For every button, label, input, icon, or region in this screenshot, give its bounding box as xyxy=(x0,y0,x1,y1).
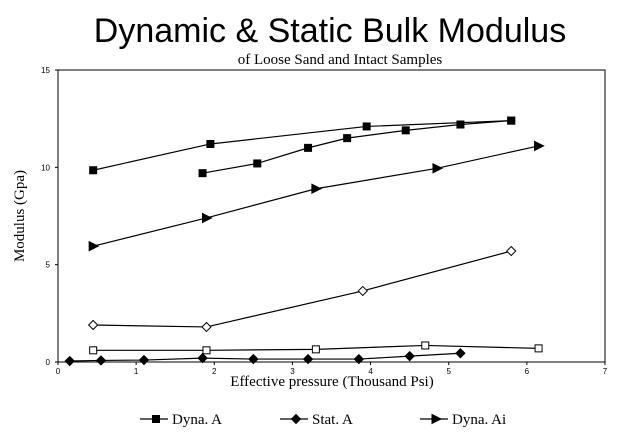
marker xyxy=(311,345,320,354)
marker xyxy=(343,134,352,143)
chart-title: Dynamic & Static Bulk Modulus xyxy=(94,12,566,50)
x-tick-label: 0 xyxy=(56,367,61,376)
marker xyxy=(311,183,322,195)
marker xyxy=(95,355,107,366)
marker xyxy=(198,169,207,178)
marker xyxy=(455,348,466,359)
marker xyxy=(302,353,314,365)
y-tick-label: 10 xyxy=(41,163,50,172)
y-axis-label: Modulus (Gpa) xyxy=(12,170,28,262)
chart-subtitle: of Loose Sand and Intact Samples xyxy=(238,52,443,68)
marker xyxy=(534,344,543,353)
x-tick-label: 5 xyxy=(446,367,451,376)
marker xyxy=(421,341,430,350)
marker xyxy=(206,139,215,148)
marker xyxy=(197,352,208,364)
legend-label: Dyna. A xyxy=(172,412,222,428)
marker xyxy=(357,285,368,297)
marker xyxy=(534,140,545,152)
marker xyxy=(248,353,259,365)
x-tick-label: 1 xyxy=(134,367,139,376)
legend-label: Dyna. Ai xyxy=(452,412,506,428)
marker xyxy=(64,355,75,367)
plot-frame xyxy=(57,69,606,363)
x-axis-label: Effective pressure (Thousand Psi) xyxy=(230,374,433,390)
y-tick-label: 15 xyxy=(41,66,50,75)
series-line xyxy=(93,250,512,328)
marker xyxy=(431,413,443,425)
marker xyxy=(401,126,410,135)
marker xyxy=(404,350,415,362)
series-line xyxy=(93,145,539,247)
marker xyxy=(432,162,444,174)
marker xyxy=(362,122,371,131)
marker xyxy=(152,415,160,423)
x-tick-label: 3 xyxy=(290,367,295,376)
marker xyxy=(201,321,212,333)
marker xyxy=(201,212,213,224)
series-line xyxy=(93,120,512,171)
x-tick-label: 4 xyxy=(368,367,373,376)
y-tick-label: 0 xyxy=(46,358,51,367)
marker xyxy=(353,353,365,365)
series-line xyxy=(69,352,461,362)
marker xyxy=(253,159,262,168)
marker xyxy=(304,143,313,152)
legend-label: Stat. A xyxy=(312,412,353,428)
marker xyxy=(87,319,99,331)
marker xyxy=(202,346,211,355)
marker xyxy=(456,120,465,129)
y-tick-label: 5 xyxy=(46,261,51,270)
marker xyxy=(89,166,98,175)
marker xyxy=(290,413,302,425)
marker xyxy=(507,116,516,125)
x-tick-label: 7 xyxy=(603,367,608,376)
marker xyxy=(88,240,100,252)
series-line xyxy=(202,120,512,174)
x-tick-label: 2 xyxy=(212,367,217,376)
marker xyxy=(138,354,150,366)
x-tick-label: 6 xyxy=(525,367,530,376)
marker xyxy=(89,346,98,355)
marker xyxy=(506,245,517,257)
